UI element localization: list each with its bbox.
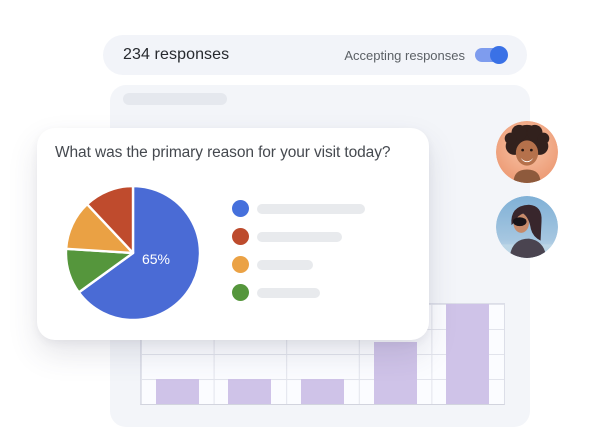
legend-color-dot <box>232 228 249 245</box>
legend-color-dot <box>232 256 249 273</box>
pie-chart-svg: 65% <box>64 184 202 322</box>
legend-row-1 <box>232 200 365 217</box>
woman-avatar-illustration <box>496 196 558 258</box>
avatar-smiling-man <box>496 121 558 183</box>
bar-2 <box>228 379 272 404</box>
bob-hair <box>511 204 542 241</box>
accepting-responses-group: Accepting responses <box>344 46 508 64</box>
legend-text-placeholder <box>257 203 365 214</box>
pie-data-label: 65% <box>142 251 170 267</box>
legend-color-dot <box>232 200 249 217</box>
accepting-responses-label: Accepting responses <box>344 47 465 63</box>
pie-slice-option-1-blue <box>77 184 202 322</box>
toggle-knob <box>490 46 508 64</box>
legend-row-2 <box>232 228 365 245</box>
neck-shoulders <box>513 169 541 183</box>
responses-count: 234 responses <box>123 46 230 63</box>
pie-legend <box>232 200 365 312</box>
bar-1 <box>155 379 199 404</box>
avatar-woman-sunglasses <box>496 196 558 258</box>
legend-text-placeholder <box>257 259 313 270</box>
pie-slice-option-2-red <box>85 184 135 255</box>
legend-text-placeholder <box>257 231 342 242</box>
legend-row-4 <box>232 284 365 301</box>
smile <box>520 157 534 163</box>
legend-color-dot <box>232 284 249 301</box>
face <box>515 140 539 166</box>
accepting-responses-toggle[interactable] <box>475 46 508 64</box>
question-card: What was the primary reason for your vis… <box>37 128 429 340</box>
responses-header-bar: 234 responses Accepting responses <box>103 35 527 75</box>
bar-3 <box>301 379 344 404</box>
pie-chart: 65% <box>63 183 203 323</box>
legend-text-placeholder <box>257 287 320 298</box>
bar-chart <box>140 303 505 405</box>
sunglasses <box>512 217 527 227</box>
question-title: What was the primary reason for your vis… <box>55 144 391 161</box>
legend-row-3 <box>232 256 365 273</box>
bar-5 <box>446 304 490 404</box>
bar-4 <box>373 341 417 404</box>
jacket <box>509 238 547 258</box>
text-placeholder-bar <box>123 93 227 105</box>
man-avatar-illustration <box>496 121 558 183</box>
